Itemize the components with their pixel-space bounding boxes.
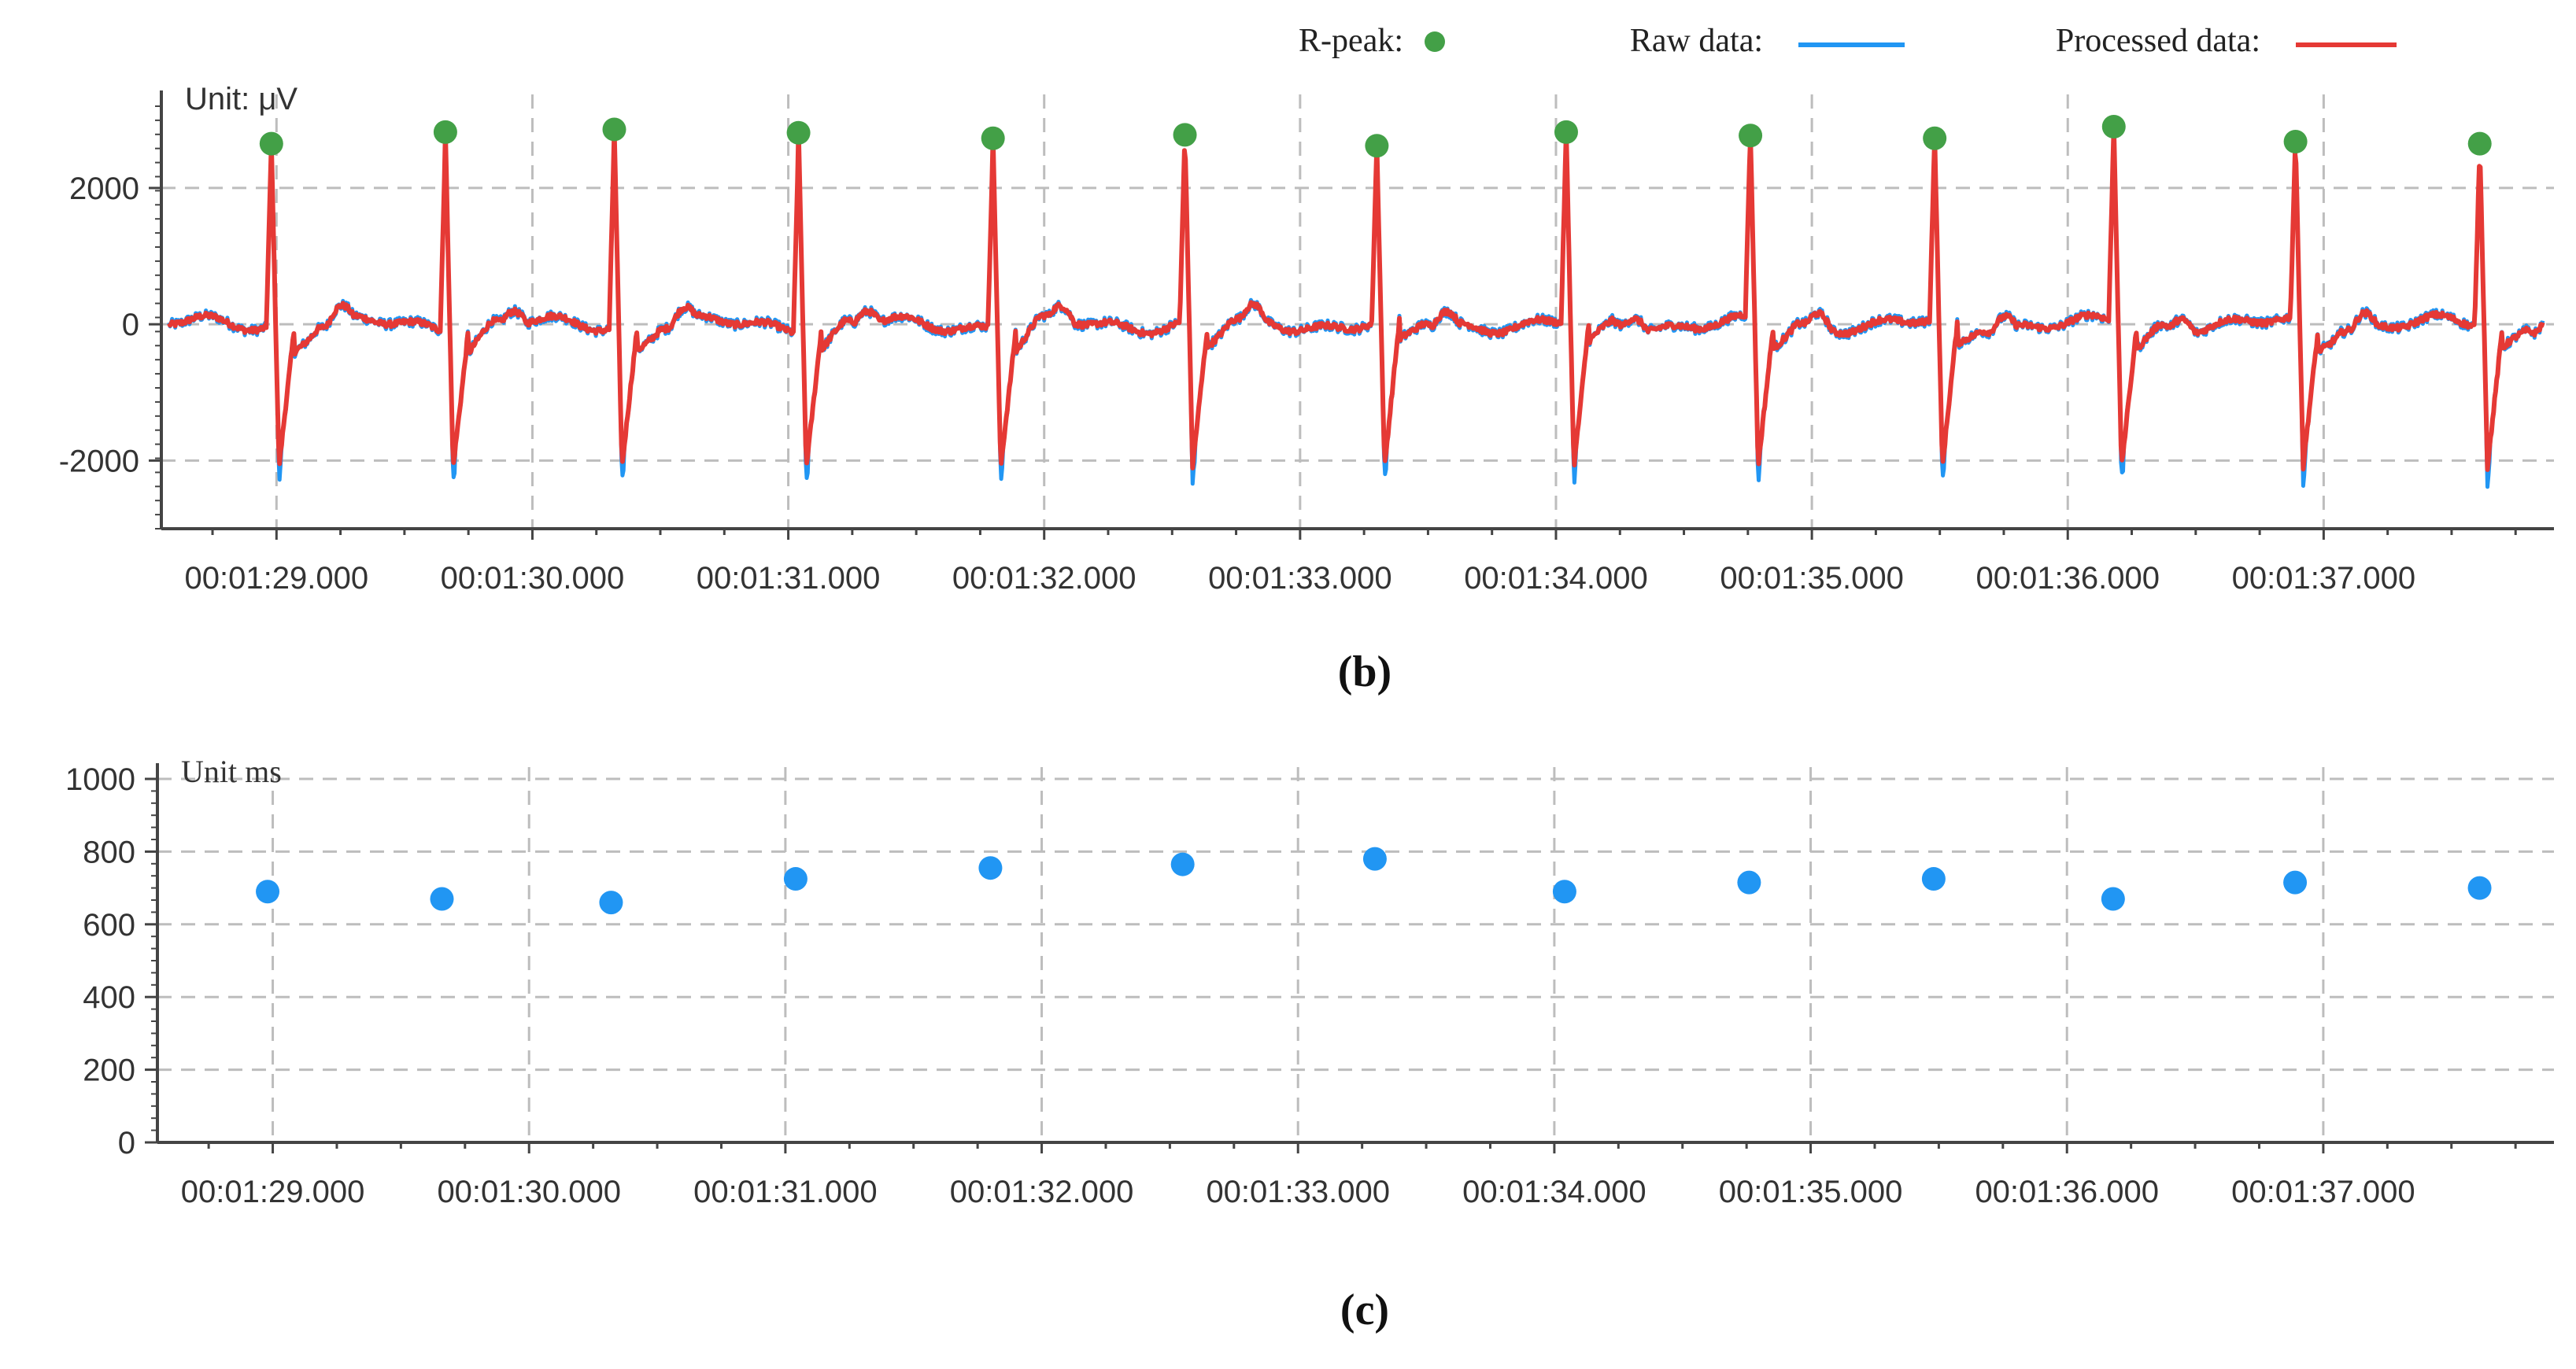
rr-interval-point	[2467, 876, 2492, 900]
r-peak-point	[602, 117, 626, 142]
r-peak-point	[1739, 124, 1763, 148]
r-peak-point	[2467, 131, 2492, 156]
x-tick-label: 00:01:35.000	[1719, 1175, 1903, 1209]
r-peak-point	[2101, 114, 2126, 138]
y-tick-label: 200	[83, 1054, 135, 1088]
rr-interval-point	[2101, 887, 2125, 911]
x-tick-label: 00:01:32.000	[950, 1175, 1134, 1209]
rr-interval-point	[1362, 847, 1387, 871]
y-tick-label: 800	[83, 835, 135, 869]
r-peak-point	[1173, 123, 1197, 147]
rr-interval-point	[1552, 880, 1576, 904]
series-processed-data	[167, 124, 2545, 472]
x-tick-label: 00:01:29.000	[181, 1175, 365, 1209]
r-peak-point	[1554, 120, 1578, 144]
r-peak-point	[2283, 130, 2308, 154]
r-peak-point	[433, 120, 457, 144]
chart-c-rr-interval: 1000 800 600 400 200 0 00:01:29.000 00:01:30.00…	[65, 754, 2554, 1209]
rr-interval-point	[599, 891, 623, 915]
y-tick-label: 600	[83, 908, 135, 943]
rr-interval-point	[1170, 852, 1195, 876]
x-tick-label: 00:01:36.000	[1975, 561, 2160, 596]
rr-interval-point	[2283, 870, 2308, 895]
r-peak-point	[1365, 134, 1389, 158]
y-tick-label: 2000	[69, 172, 139, 206]
y-tick-label: 1000	[65, 762, 135, 797]
x-tick-label: 00:01:35.000	[1720, 561, 1904, 596]
x-tick-label: 00:01:37.000	[2231, 1175, 2415, 1209]
unit-label: Unit ms	[181, 754, 282, 789]
r-peak-point	[786, 120, 811, 145]
r-peak-point	[981, 126, 1005, 150]
rr-interval-point	[1737, 870, 1761, 895]
x-tick-label: 00:01:31.000	[693, 1175, 878, 1209]
x-tick-label: 00:01:29.000	[185, 561, 369, 596]
caption-c: (c)	[1340, 1286, 1389, 1334]
rr-interval-point	[430, 887, 454, 911]
series-raw-data	[167, 125, 2545, 489]
rr-interval-point	[1921, 867, 1946, 891]
legend-raw-label: Raw data:	[1630, 23, 1763, 59]
y-tick-label: 400	[83, 980, 135, 1015]
r-peak-point	[1923, 126, 1947, 150]
caption-b: (b)	[1338, 648, 1391, 696]
x-tick-label: 00:01:33.000	[1206, 1175, 1390, 1209]
y-tick-label: -2000	[59, 444, 139, 478]
rr-interval-point	[978, 856, 1003, 880]
rr-interval-point	[256, 880, 280, 904]
x-tick-label: 00:01:32.000	[952, 561, 1136, 596]
y-tick-label: 0	[118, 1126, 135, 1161]
y-tick-label: 0	[122, 308, 139, 342]
x-tick-label: 00:01:36.000	[1975, 1175, 2159, 1209]
unit-label: Unit: μV	[185, 82, 298, 116]
chart-b-ecg: 2000 0 -2000 00:01:29.000 00:01:30.000 00:01:…	[59, 82, 2554, 596]
x-tick-label: 00:01:33.000	[1208, 561, 1392, 596]
r-peak-point	[259, 131, 283, 156]
x-tick-label: 00:01:34.000	[1464, 561, 1648, 596]
legend-rpeak-marker	[1425, 31, 1445, 52]
x-tick-label: 00:01:30.000	[441, 561, 625, 596]
legend: R-peak: Raw data: Processed data:	[1299, 23, 2397, 59]
rr-interval-point	[783, 867, 808, 891]
legend-rpeak-label: R-peak:	[1299, 23, 1403, 59]
legend-processed-label: Processed data:	[2056, 23, 2260, 59]
x-tick-label: 00:01:30.000	[437, 1175, 621, 1209]
x-tick-label: 00:01:31.000	[697, 561, 881, 596]
x-tick-label: 00:01:37.000	[2232, 561, 2416, 596]
x-tick-label: 00:01:34.000	[1462, 1175, 1646, 1209]
